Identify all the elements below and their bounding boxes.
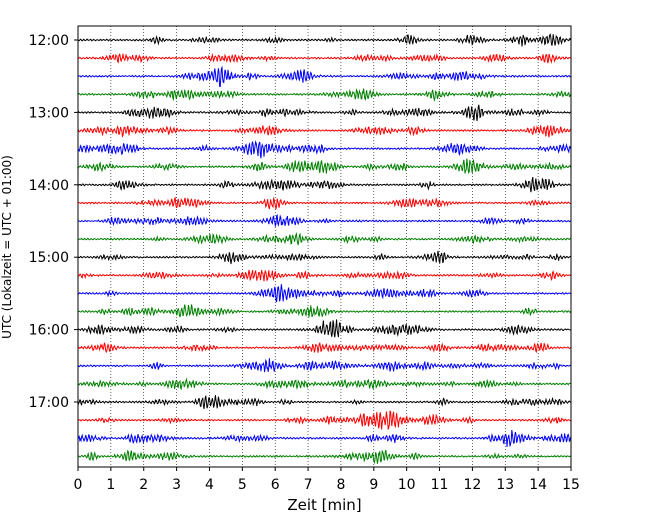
y-tick-label: 12:00	[29, 33, 69, 49]
y-tick-label: 16:00	[29, 323, 69, 339]
trace-1245	[77, 88, 572, 103]
x-axis-label: Zeit [min]	[287, 496, 361, 514]
trace-1715	[77, 410, 571, 430]
y-tick-label: 17:00	[29, 395, 69, 411]
y-axis-label: UTC (Lokalzeit = UTC + 01:00)	[0, 155, 14, 339]
y-tick-label: 13:00	[29, 105, 69, 121]
x-tick-label: 9	[369, 477, 378, 493]
trace-1345	[77, 158, 572, 175]
trace-1300	[77, 104, 572, 122]
x-tick-label: 14	[529, 477, 547, 493]
x-tick-label: 15	[562, 477, 580, 493]
trace-1545	[77, 303, 571, 318]
x-tick-label: 2	[139, 477, 148, 493]
trace-1230	[77, 65, 571, 88]
y-tick-label: 15:00	[29, 250, 69, 266]
x-ticks: 0 1 2 3 4 5 6 7 8 9 10 11 12 13 14 15	[74, 467, 580, 493]
plot-frame	[77, 25, 572, 468]
trace-1645	[77, 377, 571, 391]
trace-1515	[77, 269, 571, 282]
x-tick-label: 3	[172, 477, 181, 493]
trace-1500	[77, 250, 571, 265]
trace-1730	[77, 429, 572, 447]
trace-1330	[77, 140, 572, 159]
y-tick-label: 14:00	[29, 178, 69, 194]
x-tick-label: 13	[496, 477, 514, 493]
x-tick-label: 11	[431, 477, 449, 493]
trace-1615	[77, 341, 571, 354]
trace-1200	[77, 33, 572, 47]
trace-1745	[77, 449, 571, 465]
x-tick-label: 0	[74, 477, 83, 493]
trace-1400	[77, 176, 571, 193]
trace-1700	[77, 395, 571, 410]
x-tick-label: 8	[336, 477, 345, 493]
trace-1600	[77, 319, 571, 338]
trace-1415	[77, 196, 571, 210]
x-tick-label: 10	[398, 477, 416, 493]
x-tick-label: 1	[106, 477, 115, 493]
trace-1315	[77, 125, 571, 138]
trace-1430	[77, 213, 571, 227]
trace-1530	[77, 284, 571, 303]
x-tick-label: 6	[271, 477, 280, 493]
y-ticks: 12:00 13:00 14:00 15:00 16:00 17:00	[29, 33, 78, 411]
x-tick-label: 4	[205, 477, 214, 493]
trace-1445	[77, 232, 571, 246]
trace-1215	[77, 52, 571, 64]
trace-1630	[77, 358, 571, 373]
x-tick-label: 5	[238, 477, 247, 493]
seismic-traces	[77, 33, 572, 465]
x-tick-label: 12	[463, 477, 481, 493]
x-tick-label: 7	[304, 477, 313, 493]
